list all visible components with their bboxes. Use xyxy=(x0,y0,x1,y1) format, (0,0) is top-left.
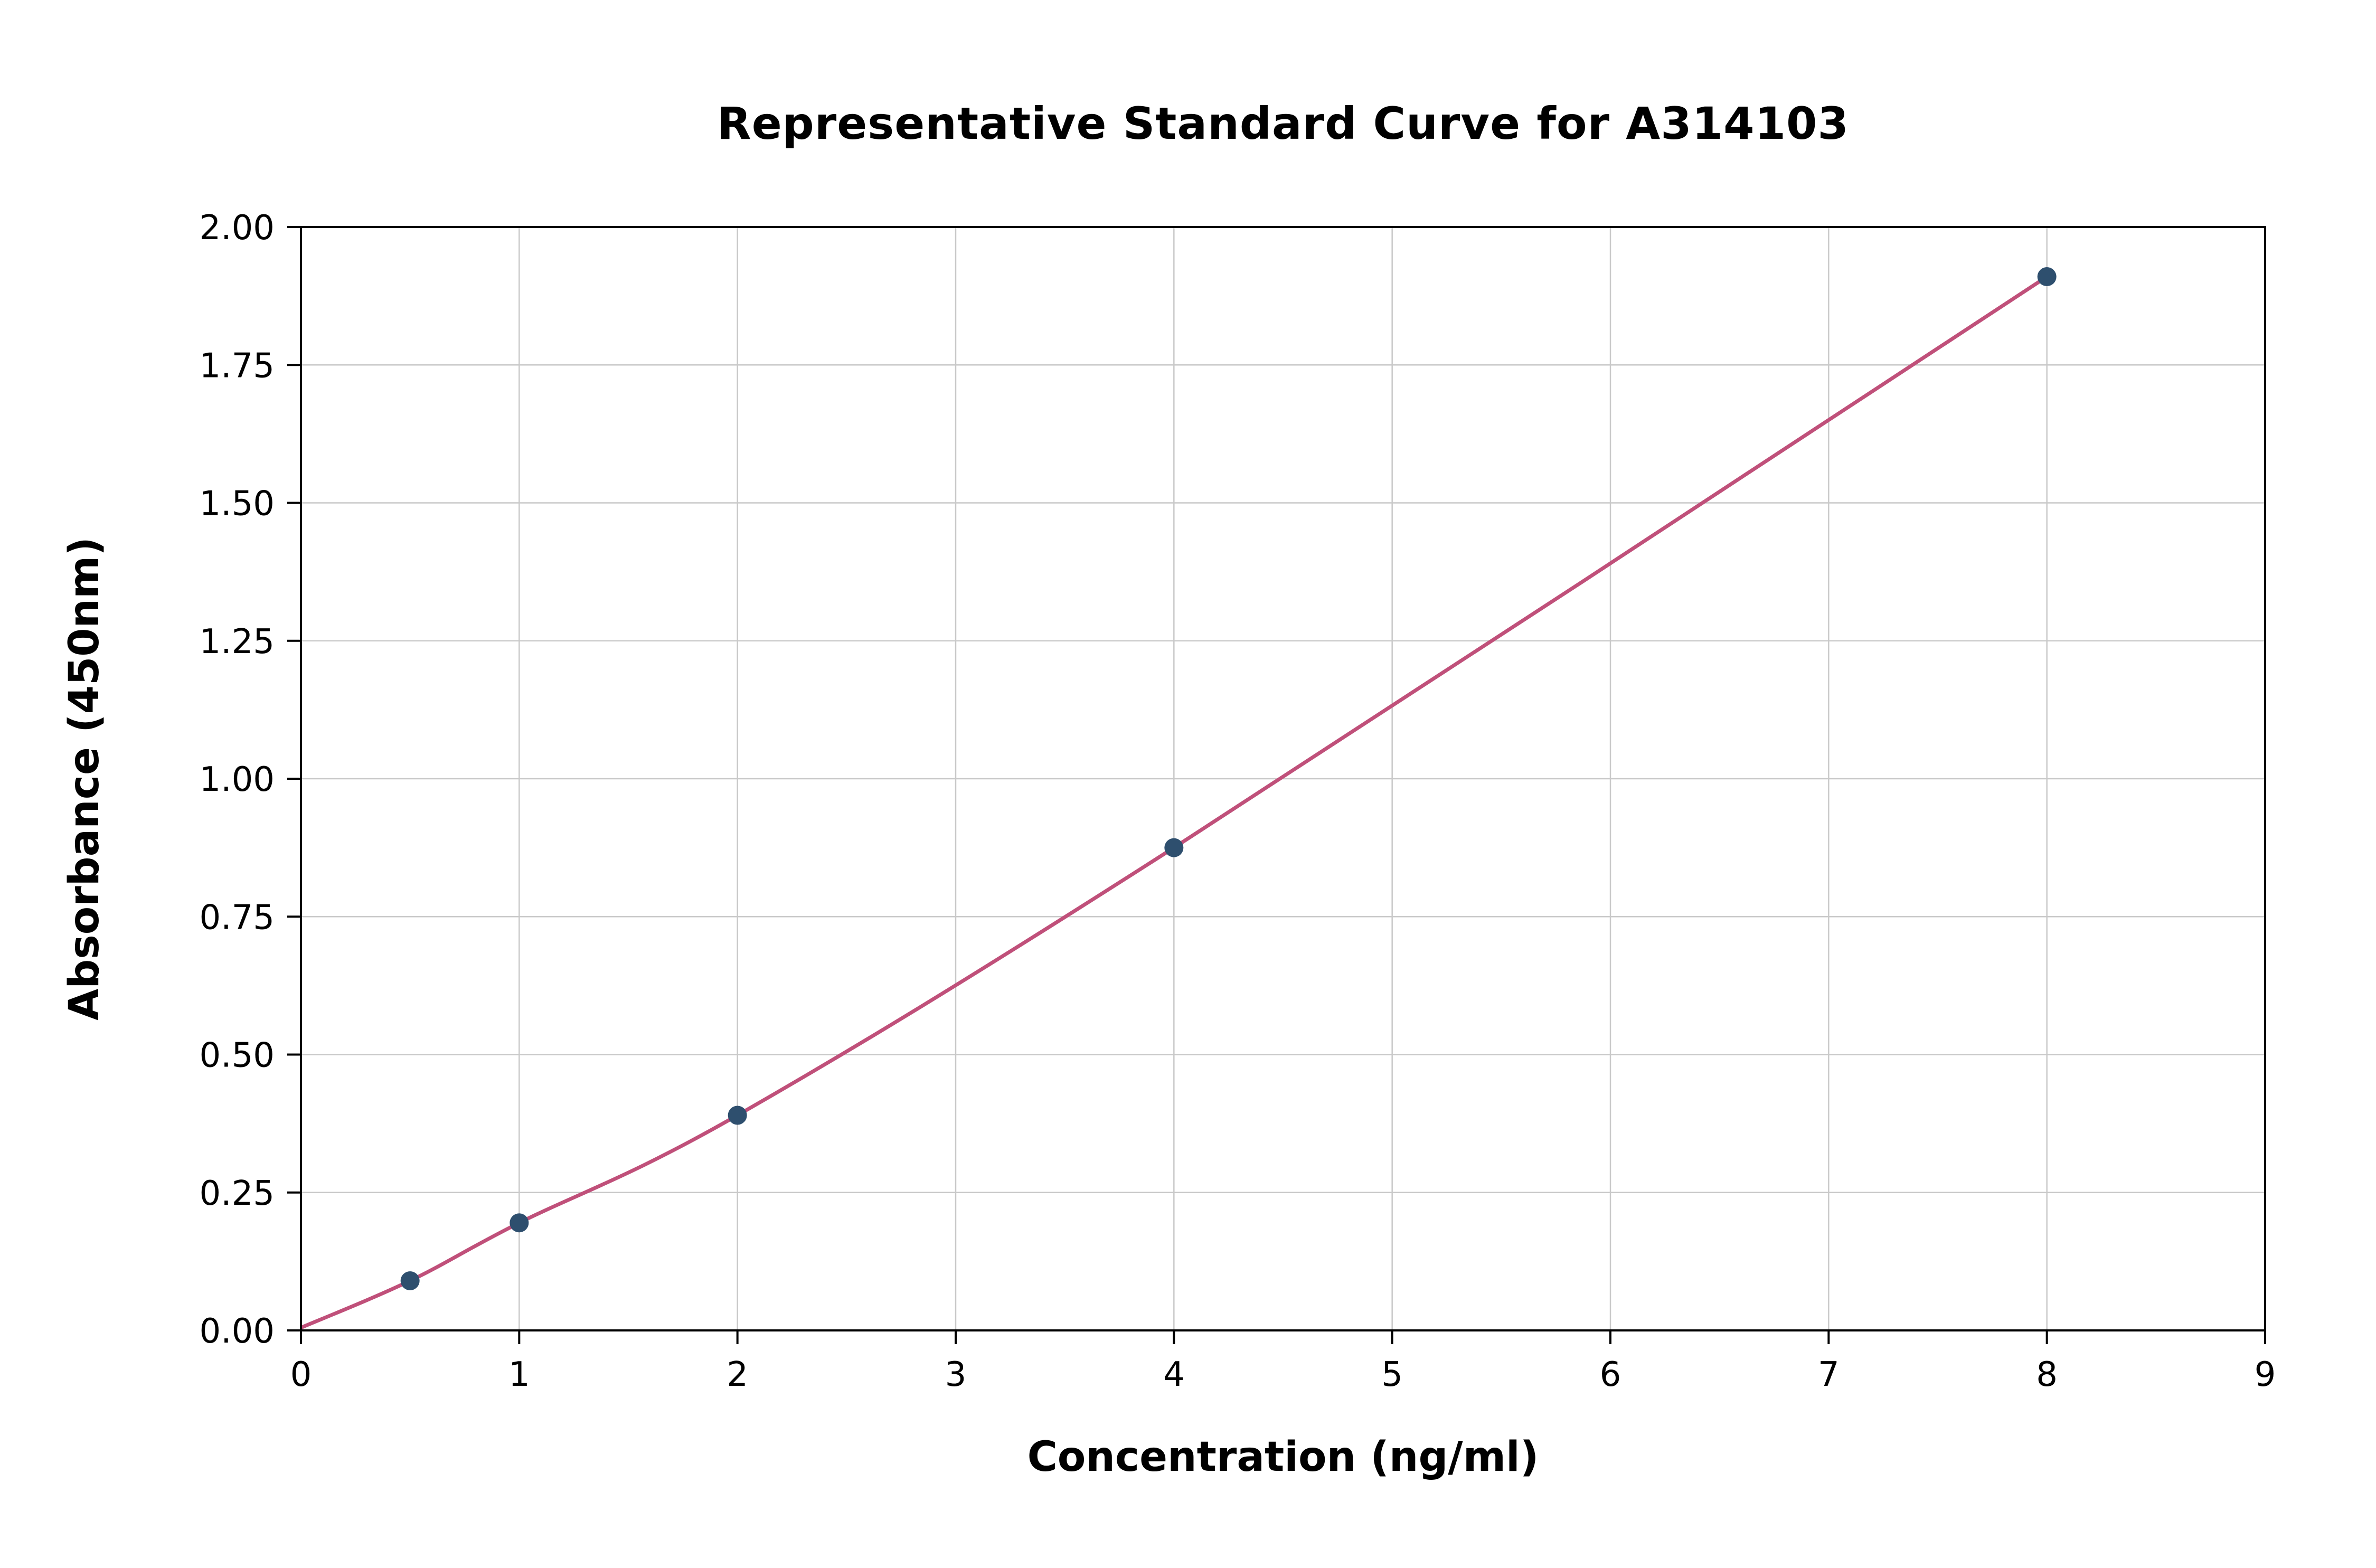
y-tick-label: 1.75 xyxy=(200,346,275,385)
data-point xyxy=(510,1213,529,1233)
x-axis-label: Concentration (ng/ml) xyxy=(1027,1433,1539,1481)
data-point xyxy=(1164,838,1184,857)
y-tick-label: 0.00 xyxy=(200,1312,275,1351)
x-tick-label: 0 xyxy=(290,1355,312,1394)
data-point xyxy=(400,1271,420,1290)
x-tick-label: 9 xyxy=(2255,1355,2276,1394)
data-point xyxy=(728,1106,747,1125)
data-point xyxy=(2037,267,2057,287)
x-tick-label: 2 xyxy=(727,1355,748,1394)
x-tick-label: 1 xyxy=(508,1355,530,1394)
x-tick-label: 7 xyxy=(1818,1355,1840,1394)
y-tick-label: 0.50 xyxy=(200,1036,275,1075)
fitted-curve xyxy=(300,275,2048,1329)
x-tick-label: 8 xyxy=(2036,1355,2058,1394)
x-tick-label: 6 xyxy=(1600,1355,1621,1394)
y-tick-label: 1.25 xyxy=(200,622,275,662)
y-axis-label: Absorbance (450nm) xyxy=(61,537,108,1021)
x-tick-label: 4 xyxy=(1163,1355,1185,1394)
y-tick-label: 0.25 xyxy=(200,1174,275,1213)
chart-title: Representative Standard Curve for A31410… xyxy=(717,98,1849,149)
x-tick-label: 3 xyxy=(945,1355,967,1394)
x-tick-label: 5 xyxy=(1381,1355,1403,1394)
y-tick-label: 2.00 xyxy=(200,209,275,248)
y-tick-label: 1.50 xyxy=(200,485,275,524)
y-tick-label: 1.00 xyxy=(200,760,275,799)
y-tick-label: 0.75 xyxy=(200,898,275,937)
